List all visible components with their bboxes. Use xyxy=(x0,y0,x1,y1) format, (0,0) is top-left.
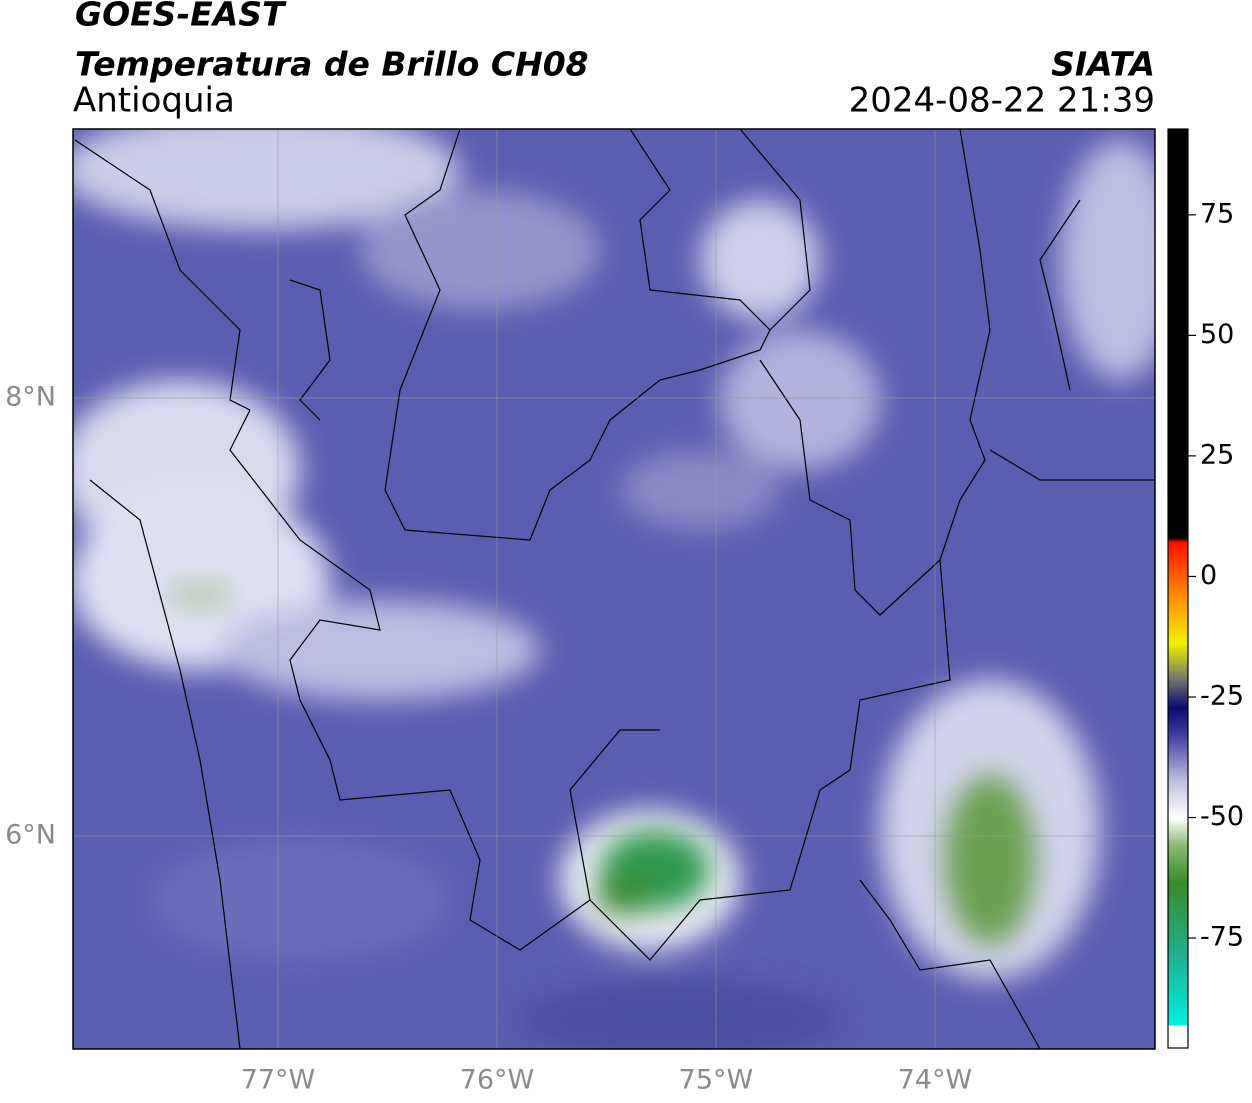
subtitle: Temperatura de Brillo CH08 xyxy=(75,45,589,84)
colorbar-tick-label: 25 xyxy=(1200,439,1234,470)
lon-tick-label: 77°W xyxy=(241,1065,316,1096)
colorbar-tick-label: 0 xyxy=(1200,560,1217,591)
colorbar xyxy=(1167,128,1189,1049)
colorbar-ticks xyxy=(1188,214,1196,939)
colorbar-tick-label: -50 xyxy=(1200,801,1244,832)
colorbar-tick-label: 50 xyxy=(1200,319,1234,350)
lon-tick-label: 74°W xyxy=(898,1065,973,1096)
borders xyxy=(74,129,1155,1049)
title: GOES-EAST xyxy=(75,0,287,34)
graticule xyxy=(73,129,1155,1049)
lat-tick-label: 6°N xyxy=(5,819,56,850)
lat-tick-label: 8°N xyxy=(5,381,56,412)
colorbar-tick-label: -75 xyxy=(1200,922,1244,953)
satellite-image xyxy=(73,129,1155,1049)
region: Antioquia xyxy=(73,81,235,121)
lon-tick-label: 75°W xyxy=(679,1065,754,1096)
lon-tick-label: 76°W xyxy=(460,1065,535,1096)
datetime: 2024-08-22 21:39 xyxy=(849,81,1155,121)
colorbar-tick-label: -25 xyxy=(1200,680,1244,711)
colorbar-tick-label: 75 xyxy=(1200,198,1234,229)
source: SIATA xyxy=(1051,45,1155,84)
map-frame xyxy=(72,128,1156,1050)
